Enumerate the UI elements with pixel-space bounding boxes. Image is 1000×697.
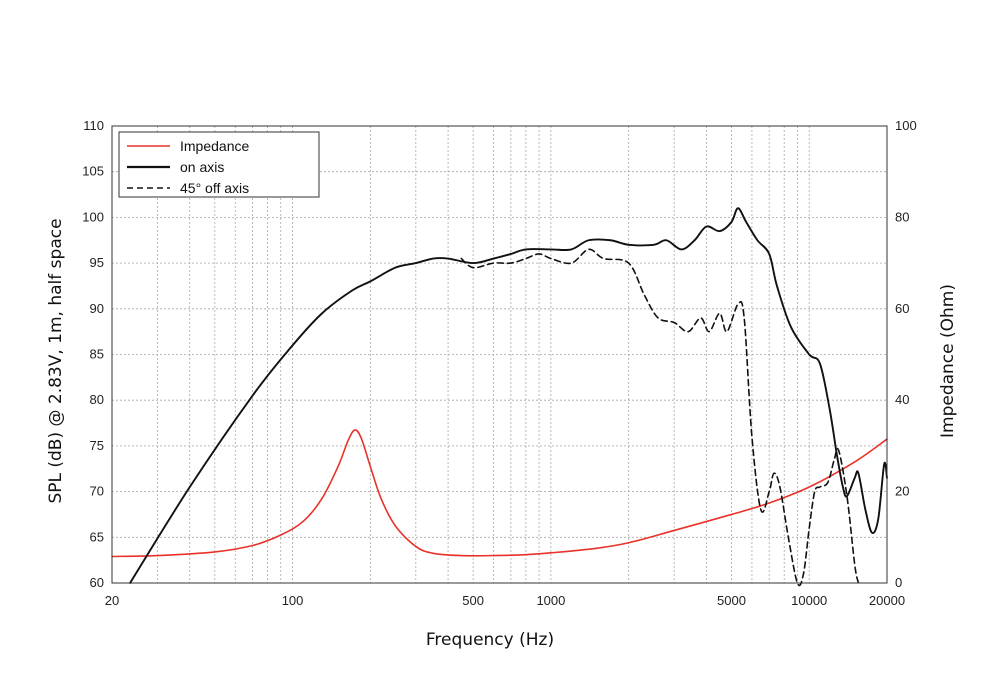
y-axis-title: SPL (dB) @ 2.83V, 1m, half space — [46, 218, 66, 503]
series-line-off-axis — [460, 248, 860, 587]
y-tick-label: 75 — [90, 438, 104, 453]
y2-tick-label: 40 — [895, 392, 909, 407]
y2-tick-label: 0 — [895, 575, 902, 590]
legend-label-impedance: Impedance — [180, 138, 249, 154]
y-tick-label: 65 — [90, 529, 104, 544]
x-tick-label: 10000 — [791, 593, 827, 608]
x-tick-label: 20000 — [869, 593, 905, 608]
x-axis-title: Frequency (Hz) — [426, 630, 554, 650]
y-tick-label: 100 — [82, 209, 104, 224]
y2-tick-label: 20 — [895, 484, 909, 499]
x-tick-label: 1000 — [536, 593, 565, 608]
x-tick-label: 5000 — [717, 593, 746, 608]
legend: Impedance on axis 45° off axis — [118, 131, 320, 198]
y-tick-label: 110 — [83, 118, 104, 133]
x-tick-label: 500 — [462, 593, 484, 608]
y2-tick-label: 60 — [895, 301, 909, 316]
legend-label-off-axis: 45° off axis — [180, 180, 249, 196]
y2-tick-label: 80 — [895, 209, 909, 224]
x-tick-label: 100 — [282, 593, 304, 608]
series-line-impedance — [111, 429, 888, 558]
y-tick-label: 85 — [90, 347, 104, 362]
tick-labels: 20 100 500 1000 5000 10000 2000060657075808590… — [82, 118, 916, 608]
y-tick-label: 90 — [90, 301, 104, 316]
y-tick-label: 80 — [90, 392, 104, 407]
y-tick-label: 70 — [90, 484, 104, 499]
series-line-on-axis — [129, 207, 888, 584]
y-tick-label: 105 — [82, 164, 104, 179]
y2-tick-label: 100 — [895, 118, 917, 133]
y-tick-label: 60 — [90, 575, 104, 590]
y-tick-label: 95 — [90, 255, 104, 270]
legend-label-on-axis: on axis — [180, 159, 224, 175]
grid — [112, 126, 887, 583]
x-tick-label: 20 — [105, 593, 119, 608]
y2-axis-title: Impedance (Ohm) — [938, 284, 958, 438]
legend-box — [118, 131, 320, 198]
plot-frame — [111, 125, 888, 584]
series-layer — [111, 207, 888, 587]
